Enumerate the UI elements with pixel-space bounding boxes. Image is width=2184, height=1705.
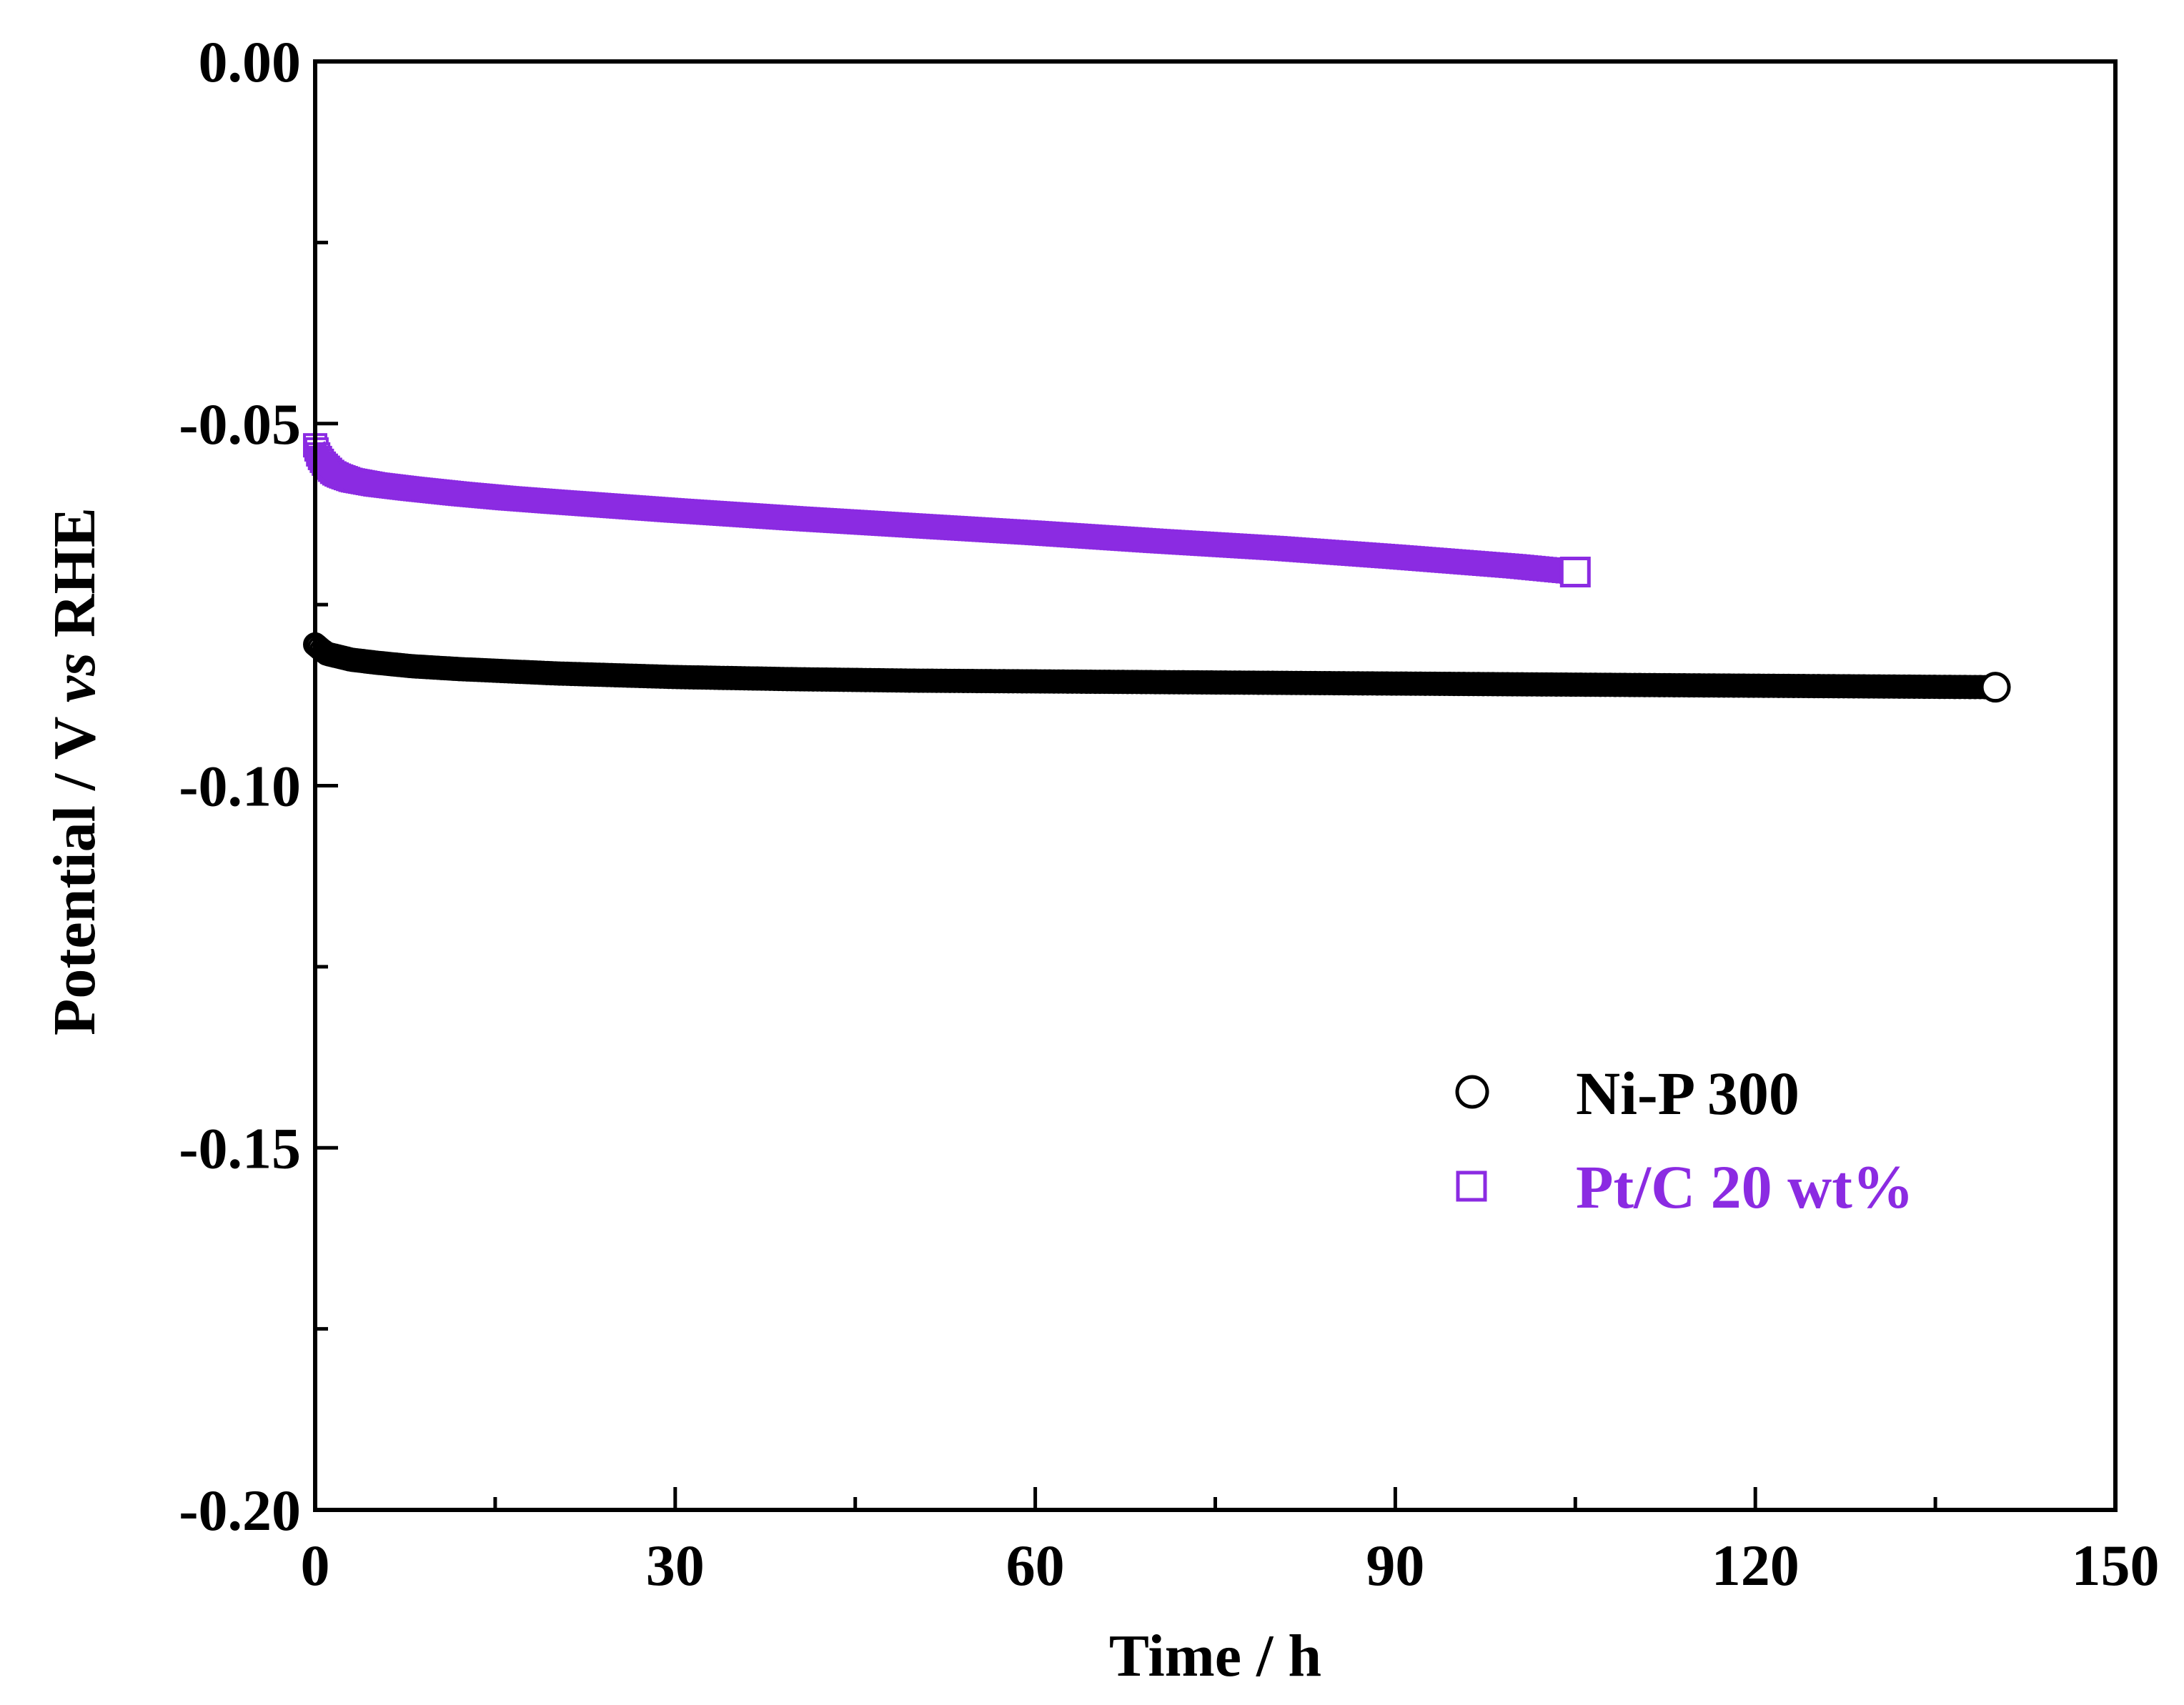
x-axis-title: Time / h bbox=[1109, 1623, 1321, 1689]
legend: Ni-P 300 Pt/C 20 wt% bbox=[1455, 1059, 1914, 1221]
series-ni-p-300 bbox=[303, 632, 2011, 703]
series-layer bbox=[303, 433, 2011, 703]
data-point-last bbox=[1559, 557, 1591, 588]
axes-layer: 0 30 60 90 120 150 0.00 -0.05 -0.10 -0.15 -0.20 bbox=[179, 29, 2159, 1598]
series-pt-c-20 bbox=[303, 433, 1591, 588]
series-band bbox=[308, 636, 1996, 698]
x-tick-label: 0 bbox=[301, 1533, 330, 1598]
x-tick-label: 150 bbox=[2072, 1533, 2160, 1598]
y-axis-title-part-3: RHE bbox=[41, 507, 108, 652]
y-axis-title: Potential / V vs RHE bbox=[41, 507, 108, 1035]
y-tick-label: -0.10 bbox=[179, 754, 301, 819]
y-tick-label: -0.20 bbox=[179, 1478, 301, 1543]
data-point-last bbox=[1980, 672, 2011, 703]
x-tick-label: 60 bbox=[1006, 1533, 1065, 1598]
y-axis-title-part-2: vs bbox=[41, 652, 108, 702]
legend-label-pt-c-20: Pt/C 20 wt% bbox=[1576, 1153, 1914, 1221]
x-tick-label: 90 bbox=[1366, 1533, 1424, 1598]
series-band bbox=[305, 441, 1577, 583]
x-tick-label: 120 bbox=[1712, 1533, 1800, 1598]
plot-frame bbox=[313, 59, 2118, 1512]
y-tick-label: 0.00 bbox=[199, 29, 302, 94]
y-axis-title-part-1: Potential / V bbox=[41, 702, 108, 1035]
legend-marker-pt-c-20 bbox=[1456, 1170, 1487, 1202]
x-tick-label: 30 bbox=[646, 1533, 705, 1598]
legend-marker-ni-p-300 bbox=[1455, 1075, 1489, 1109]
legend-label-ni-p-300: Ni-P 300 bbox=[1576, 1059, 1800, 1128]
y-tick-label: -0.15 bbox=[179, 1115, 301, 1180]
y-tick-label: -0.05 bbox=[179, 392, 301, 457]
